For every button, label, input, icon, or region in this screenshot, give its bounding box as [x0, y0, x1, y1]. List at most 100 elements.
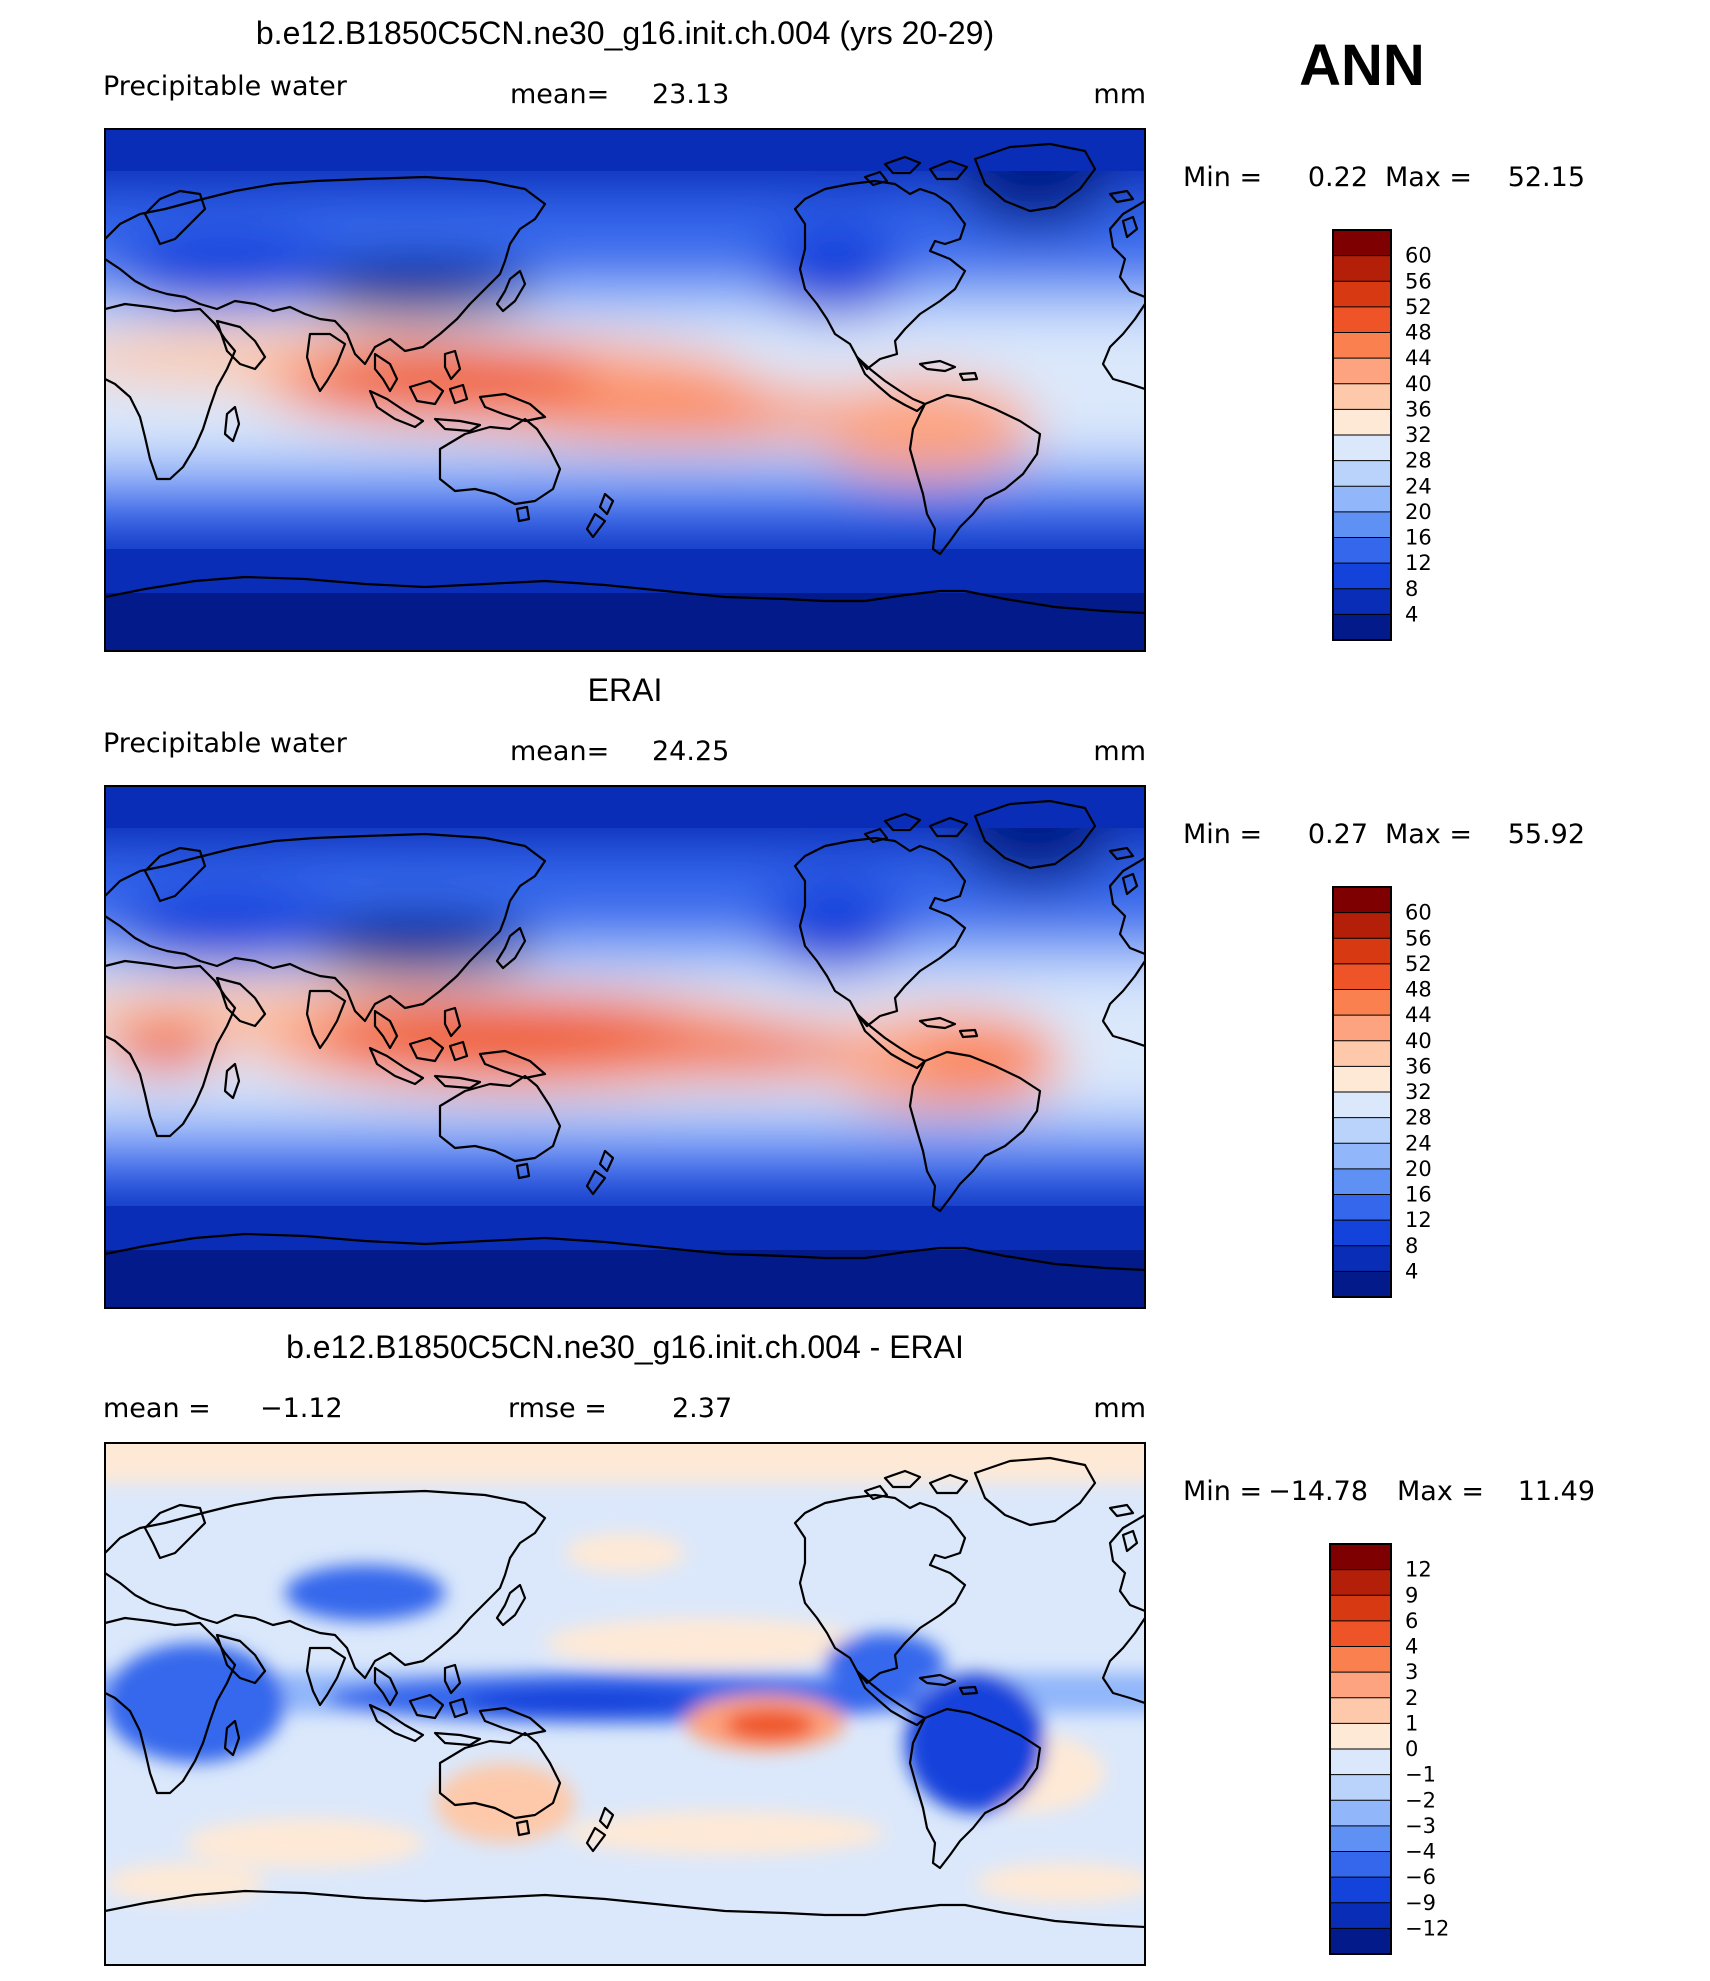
- colorbar-swatch: [1329, 1646, 1392, 1673]
- colorbar-tick-label: 16: [1405, 526, 1432, 550]
- colorbar-tick-label: 12: [1405, 551, 1432, 575]
- colorbar-tick-label: 1: [1405, 1711, 1418, 1735]
- colorbar-swatch: [1329, 1799, 1392, 1827]
- colorbar-swatch: [1329, 1748, 1392, 1776]
- colorbar-swatch: [1332, 537, 1392, 564]
- colorbar-swatch: [1329, 1594, 1392, 1622]
- colorbar-swatch: [1332, 912, 1392, 940]
- panel-obs-title: ERAI: [588, 672, 663, 708]
- colorbar-swatch: [1329, 1569, 1392, 1597]
- panel-diff-mean-label: mean =: [103, 1393, 211, 1424]
- panel-model: b.e12.B1850C5CN.ne30_g16.init.ch.004 (yr…: [103, 15, 1585, 652]
- colorbar-swatch: [1332, 383, 1392, 411]
- colorbar-swatch: [1332, 280, 1392, 308]
- colorbar-tick-label: 28: [1405, 449, 1432, 473]
- panel-obs-min-label: Min =: [1183, 819, 1262, 850]
- colorbar-tick-label: 20: [1405, 1157, 1432, 1181]
- colorbar-tick-label: 4: [1405, 1635, 1418, 1659]
- panel-model-max-value: 52.15: [1508, 162, 1585, 193]
- colorbar-swatch: [1332, 989, 1392, 1016]
- colorbar-tick-label: −6: [1405, 1865, 1436, 1889]
- colorbar-frame: [1329, 1543, 1392, 1955]
- colorbar-tick-label: 36: [1405, 1054, 1432, 1078]
- colorbar-tick-label: 56: [1405, 926, 1432, 950]
- panel-model-title: b.e12.B1850C5CN.ne30_g16.init.ch.004 (yr…: [256, 15, 994, 51]
- colorbar-swatch: [1332, 886, 1392, 914]
- panel-diff-min-value: −14.78: [1268, 1476, 1368, 1507]
- colorbar-tick-label: 9: [1405, 1583, 1418, 1607]
- colorbar-tick-label: 40: [1405, 1029, 1432, 1053]
- colorbar-swatch: [1329, 1722, 1392, 1750]
- colorbar-swatch: [1332, 613, 1392, 641]
- panel-diff-title: b.e12.B1850C5CN.ne30_g16.init.ch.004 - E…: [286, 1329, 964, 1365]
- colorbar-swatch: [1332, 1142, 1392, 1170]
- map-obs: [105, 786, 1145, 1308]
- colorbar-swatch: [1329, 1902, 1392, 1930]
- panel-diff-rmse-value: 2.37: [672, 1393, 732, 1424]
- map-model-frame: [104, 128, 1146, 652]
- colorbar-tick-label: 28: [1405, 1106, 1432, 1130]
- colorbar-swatch: [1332, 1194, 1392, 1221]
- colorbar-tick-label: 8: [1405, 577, 1418, 601]
- colorbar-tick-label: 8: [1405, 1234, 1418, 1258]
- colorbar-tick-label: −12: [1405, 1916, 1449, 1940]
- colorbar-tick-label: −4: [1405, 1840, 1436, 1864]
- colorbar-tick-label: 4: [1405, 602, 1418, 626]
- panel-obs-variable-label: Precipitable water: [103, 728, 348, 759]
- colorbar-swatch: [1329, 1876, 1392, 1904]
- colorbar-swatch: [1329, 1774, 1392, 1802]
- colorbar-swatch: [1332, 332, 1392, 359]
- colorbar-swatch: [1332, 306, 1392, 334]
- colorbar-tick-label: 60: [1405, 901, 1432, 925]
- colorbar-tick-label: 32: [1405, 423, 1432, 447]
- colorbar-tick-label: −9: [1405, 1891, 1436, 1915]
- colorbar-swatch: [1332, 255, 1392, 283]
- colorbar-tick-label: 0: [1405, 1737, 1418, 1761]
- map-obs-frame: [104, 785, 1146, 1309]
- colorbar-tick-label: −1: [1405, 1763, 1436, 1787]
- colorbar-tick-label: 3: [1405, 1660, 1418, 1684]
- colorbar-swatch: [1329, 1927, 1392, 1955]
- panel-model-variable-label: Precipitable water: [103, 71, 348, 102]
- colorbar-swatch: [1332, 460, 1392, 488]
- colorbar-frame: [1332, 886, 1392, 1298]
- colorbar-swatch: [1332, 1245, 1392, 1273]
- colorbar-tick-label: 36: [1405, 397, 1432, 421]
- colorbar-tick-label: 44: [1405, 346, 1432, 370]
- colorbar-tick-label: 48: [1405, 978, 1432, 1002]
- colorbar-tick-label: 40: [1405, 372, 1432, 396]
- colorbar-swatch: [1329, 1671, 1392, 1699]
- panel-obs-mean-value: 24.25: [652, 736, 729, 767]
- panel-obs: ERAI Precipitable water mean= 24.25 mm: [103, 672, 1585, 1309]
- panel-model-min-value: 0.22: [1308, 162, 1368, 193]
- colorbar-swatch: [1332, 1065, 1392, 1093]
- colorbar-swatch: [1329, 1543, 1392, 1571]
- panel-model-mean-label: mean=: [510, 79, 609, 110]
- colorbar-tick-label: 48: [1405, 321, 1432, 345]
- colorbar-swatch: [1332, 408, 1392, 436]
- colorbar-tick-label: 60: [1405, 244, 1432, 268]
- panel-obs-max-label: Max =: [1385, 819, 1472, 850]
- colorbar-swatch: [1332, 229, 1392, 257]
- colorbar-swatch: [1332, 485, 1392, 513]
- season-label: ANN: [1299, 33, 1425, 98]
- colorbar-swatch: [1329, 1697, 1392, 1725]
- colorbar-swatch: [1332, 357, 1392, 385]
- colorbar-tick-label: 24: [1405, 474, 1432, 498]
- colorbar-tick-label: 32: [1405, 1080, 1432, 1104]
- colorbar-frame: [1332, 229, 1392, 641]
- colorbar-tick-label: 24: [1405, 1131, 1432, 1155]
- colorbar-swatch: [1332, 434, 1392, 462]
- colorbar-swatch: [1332, 1091, 1392, 1119]
- panel-diff-rmse-label: rmse =: [508, 1393, 607, 1424]
- panel-obs-min-value: 0.27: [1308, 819, 1368, 850]
- colorbar-tick-label: 44: [1405, 1003, 1432, 1027]
- colorbar-swatch: [1332, 1117, 1392, 1145]
- colorbar-tick-label: 52: [1405, 295, 1432, 319]
- panel-obs-max-value: 55.92: [1508, 819, 1585, 850]
- map-diff-frame: [104, 1442, 1146, 1966]
- colorbar-swatch: [1332, 1270, 1392, 1298]
- colorbar-swatch: [1332, 511, 1392, 539]
